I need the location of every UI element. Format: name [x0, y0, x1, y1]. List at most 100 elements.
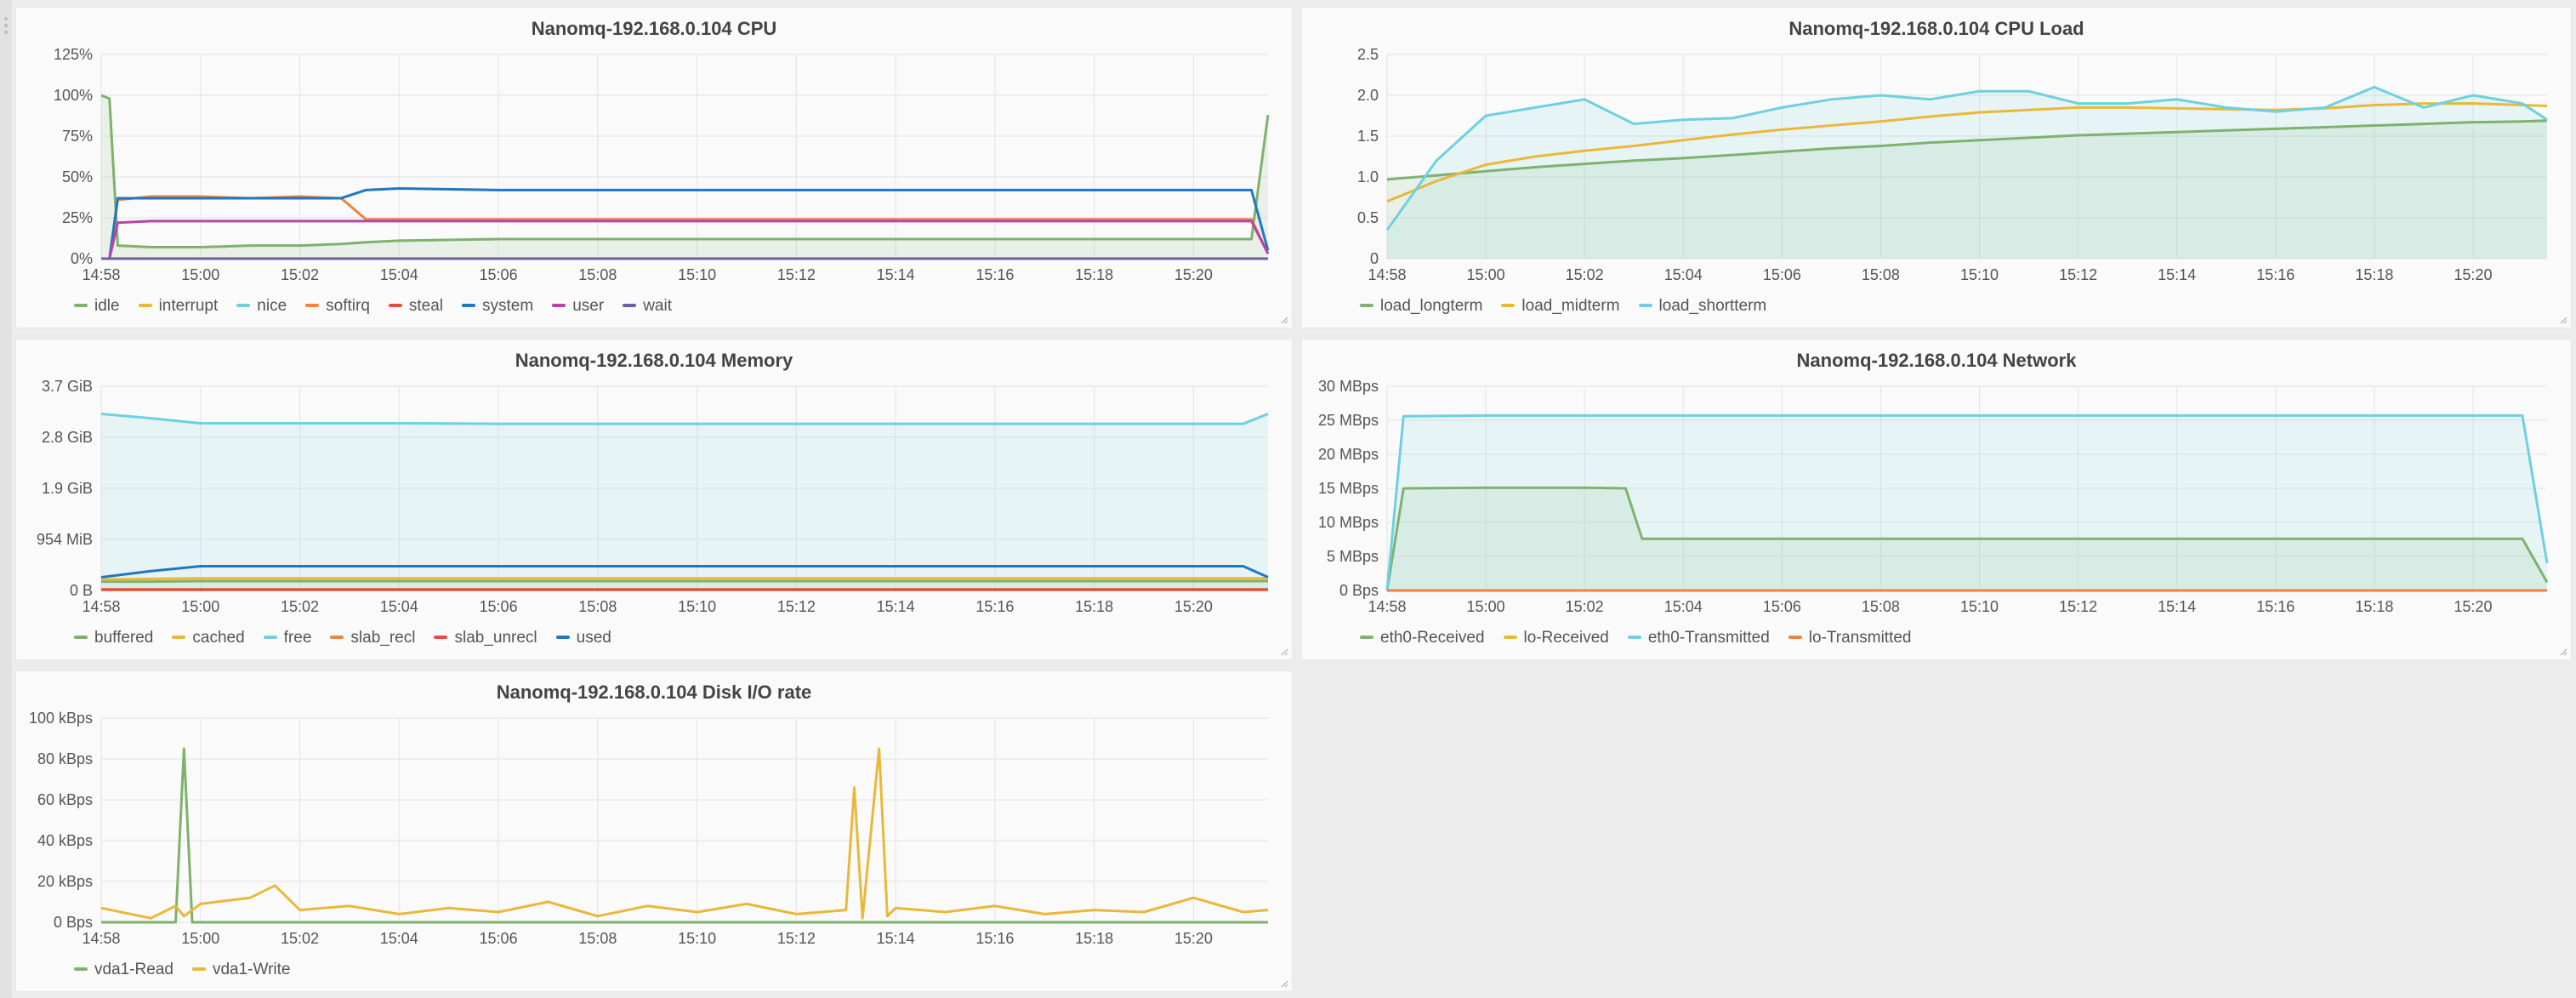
x-tick-label: 15:08 — [578, 598, 617, 615]
legend-label: lo-Received — [1523, 629, 1609, 647]
resize-handle-icon[interactable] — [2559, 316, 2567, 324]
series-line-load-midterm[interactable] — [1386, 102, 2548, 203]
x-tick-label: 15:16 — [975, 930, 1014, 947]
series-line-idle[interactable] — [100, 94, 1270, 249]
legend-item-load-shortterm[interactable]: load_shortterm — [1638, 297, 1767, 316]
cpu-legend: idle interrupt nice softirq steal system user w… — [74, 297, 691, 316]
legend-swatch — [74, 967, 88, 971]
legend-item-eth0-received[interactable]: eth0-Received — [1360, 629, 1485, 647]
y-tick-label: 100% — [54, 87, 93, 104]
series-line-buffered[interactable] — [101, 579, 1268, 584]
y-tick-label: 1.5 — [1357, 128, 1379, 145]
legend-item-vda1-read[interactable]: vda1-Read — [74, 961, 173, 979]
y-tick-label: 50% — [62, 168, 93, 185]
disk-panel: Nanomq-192.168.0.104 Disk I/O rate 0 Bps… — [15, 670, 1293, 992]
series-area-load-longterm — [1387, 120, 2547, 259]
legend-item-load-midterm[interactable]: load_midterm — [1501, 297, 1620, 316]
series-line-eth0-received[interactable] — [1385, 486, 2549, 591]
x-tick-label: 15:06 — [480, 930, 518, 947]
series-line-load-shortterm[interactable] — [1385, 85, 2548, 231]
legend-swatch — [434, 635, 448, 639]
memory-legend: buffered cached free slab_recl slab_unrecl us… — [74, 629, 630, 647]
legend-item-nice[interactable]: nice — [236, 297, 287, 316]
panel-title[interactable]: Nanomq-192.168.0.104 Memory — [515, 350, 793, 371]
series-line-eth0-transmitted[interactable] — [1385, 413, 2549, 591]
y-tick-label: 3.7 GiB — [42, 378, 93, 395]
series-line-vda1-write[interactable] — [100, 747, 1269, 920]
y-tick-label: 0 Bps — [54, 914, 93, 931]
legend-label: load_shortterm — [1658, 297, 1767, 315]
legend-item-vda1-write[interactable]: vda1-Write — [191, 961, 290, 979]
legend-swatch — [1638, 303, 1652, 307]
series-line-system[interactable] — [101, 186, 1270, 260]
x-tick-label: 15:10 — [1960, 598, 1999, 615]
panel-title[interactable]: Nanomq-192.168.0.104 Disk I/O rate — [496, 681, 812, 703]
legend-swatch — [330, 635, 344, 639]
drag-handle-icon[interactable] — [3, 15, 9, 36]
legend-item-interrupt[interactable]: interrupt — [138, 297, 219, 316]
x-tick-label: 15:12 — [777, 598, 816, 615]
series-line-load-longterm[interactable] — [1386, 119, 2548, 181]
series-line-user[interactable] — [101, 220, 1270, 260]
x-tick-label: 15:12 — [777, 266, 816, 283]
legend-item-wait[interactable]: wait — [623, 297, 672, 316]
y-tick-label: 20 MBps — [1318, 446, 1379, 463]
x-tick-label: 15:14 — [2158, 266, 2196, 283]
resize-handle-icon[interactable] — [1280, 316, 1288, 324]
legend-swatch — [1360, 635, 1373, 639]
legend-item-lo-transmitted[interactable]: lo-Transmitted — [1788, 629, 1912, 647]
legend-item-load-longterm[interactable]: load_longterm — [1360, 297, 1482, 316]
x-tick-label: 15:12 — [2059, 266, 2097, 283]
x-tick-label: 15:18 — [1075, 930, 1113, 947]
resize-handle-icon[interactable] — [1280, 647, 1288, 656]
legend-label: vda1-Read — [94, 961, 173, 978]
legend-item-slab-recl[interactable]: slab_recl — [330, 629, 415, 647]
legend-item-idle[interactable]: idle — [74, 297, 120, 316]
x-tick-label: 15:14 — [2158, 598, 2196, 615]
dashboard-drag-strip — [0, 0, 12, 998]
legend-item-lo-received[interactable]: lo-Received — [1503, 629, 1609, 647]
legend-label: slab_unrecl — [454, 629, 537, 647]
y-tick-label: 125% — [54, 46, 93, 63]
x-tick-label: 15:06 — [480, 598, 518, 615]
x-tick-label: 15:10 — [678, 598, 716, 615]
x-tick-label: 15:06 — [480, 266, 518, 283]
x-tick-label: 15:18 — [2355, 598, 2393, 615]
series-line-free[interactable] — [100, 412, 1269, 425]
legend-label: wait — [643, 297, 672, 315]
legend-item-free[interactable]: free — [263, 629, 311, 647]
legend-label: interrupt — [158, 297, 219, 315]
panel-title[interactable]: Nanomq-192.168.0.104 Network — [1796, 350, 2077, 371]
x-tick-label: 14:58 — [82, 598, 120, 615]
legend-label: load_midterm — [1521, 297, 1620, 315]
legend-item-slab-unrecl[interactable]: slab_unrecl — [434, 629, 537, 647]
series-area-eth0-transmitted — [1387, 415, 2547, 590]
x-tick-label: 15:00 — [1467, 266, 1505, 283]
resize-handle-icon[interactable] — [2559, 647, 2567, 656]
legend-item-steal[interactable]: steal — [388, 297, 443, 316]
legend-item-buffered[interactable]: buffered — [74, 629, 153, 647]
x-tick-label: 15:20 — [1174, 930, 1213, 947]
legend-item-cached[interactable]: cached — [172, 629, 245, 647]
y-tick-label: 0% — [71, 250, 93, 267]
series-area-idle — [101, 95, 1268, 259]
series-line-used[interactable] — [100, 564, 1269, 579]
legend-label: eth0-Received — [1380, 629, 1485, 647]
legend-item-softirq[interactable]: softirq — [305, 297, 370, 316]
legend-item-eth0-transmitted[interactable]: eth0-Transmitted — [1627, 629, 1770, 647]
series-line-softirq[interactable] — [101, 195, 1270, 260]
x-tick-label: 15:20 — [2454, 266, 2492, 283]
legend-label: user — [572, 297, 605, 315]
series-line-vda1-read[interactable] — [101, 747, 1268, 924]
legend-label: lo-Transmitted — [1808, 629, 1912, 647]
legend-item-used[interactable]: used — [555, 629, 611, 647]
legend-item-user[interactable]: user — [552, 297, 604, 316]
legend-swatch — [623, 303, 637, 307]
y-tick-label: 0 — [1370, 250, 1379, 267]
legend-label: used — [576, 629, 611, 647]
resize-handle-icon[interactable] — [1280, 979, 1288, 988]
panel-title[interactable]: Nanomq-192.168.0.104 CPU Load — [1788, 18, 2084, 39]
panel-title[interactable]: Nanomq-192.168.0.104 CPU — [531, 18, 777, 39]
legend-item-system[interactable]: system — [462, 297, 533, 316]
x-tick-label: 15:06 — [1763, 266, 1801, 283]
